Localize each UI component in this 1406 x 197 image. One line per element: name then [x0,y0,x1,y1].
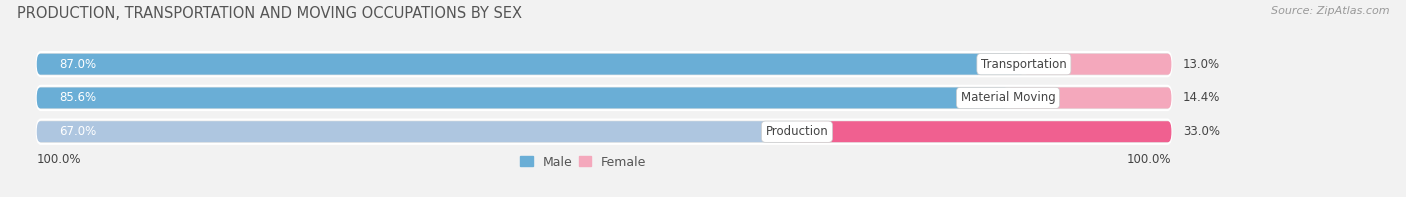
FancyBboxPatch shape [37,86,1171,110]
FancyBboxPatch shape [37,52,1171,76]
Text: 100.0%: 100.0% [1128,153,1171,166]
Legend: Male, Female: Male, Female [520,156,647,169]
Text: 33.0%: 33.0% [1182,125,1220,138]
Text: 13.0%: 13.0% [1182,58,1220,71]
FancyBboxPatch shape [1008,87,1171,108]
FancyBboxPatch shape [37,54,1024,75]
FancyBboxPatch shape [37,120,1171,144]
Text: Source: ZipAtlas.com: Source: ZipAtlas.com [1271,6,1389,16]
Text: 100.0%: 100.0% [37,153,82,166]
Text: PRODUCTION, TRANSPORTATION AND MOVING OCCUPATIONS BY SEX: PRODUCTION, TRANSPORTATION AND MOVING OC… [17,6,522,21]
Text: 67.0%: 67.0% [59,125,97,138]
FancyBboxPatch shape [1024,54,1171,75]
Text: Material Moving: Material Moving [960,91,1056,104]
Text: 14.4%: 14.4% [1182,91,1220,104]
FancyBboxPatch shape [37,87,1008,108]
FancyBboxPatch shape [37,121,797,142]
Text: 87.0%: 87.0% [59,58,97,71]
Text: Production: Production [766,125,828,138]
Text: Transportation: Transportation [981,58,1067,71]
FancyBboxPatch shape [797,121,1171,142]
Text: 85.6%: 85.6% [59,91,97,104]
